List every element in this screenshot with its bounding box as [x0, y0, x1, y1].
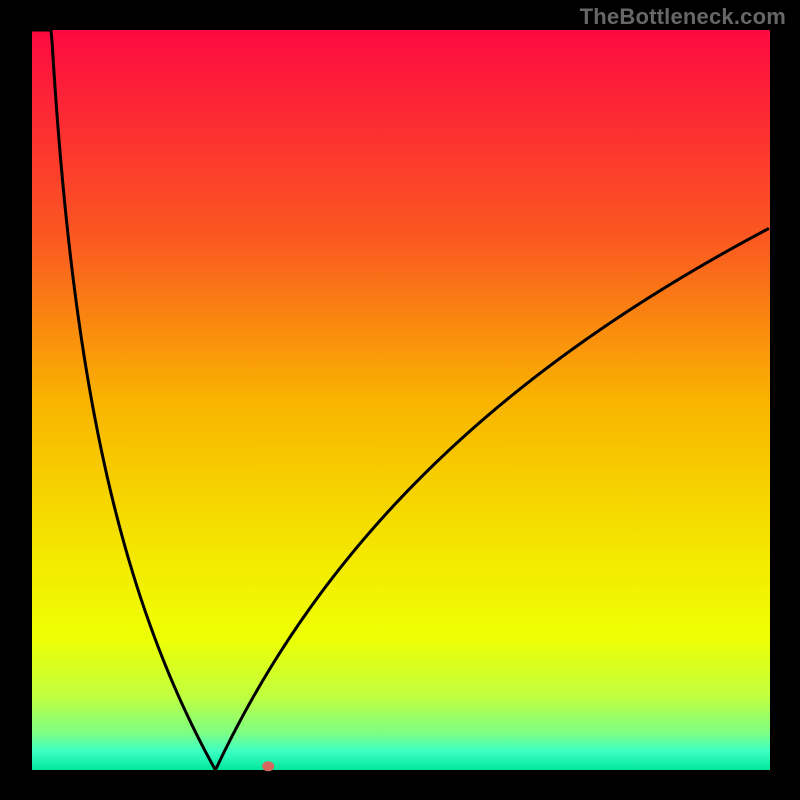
bottleneck-chart: [0, 0, 800, 800]
gradient-plot-area: [32, 30, 770, 770]
optimal-point-marker: [262, 761, 274, 771]
watermark-text: TheBottleneck.com: [580, 4, 786, 30]
